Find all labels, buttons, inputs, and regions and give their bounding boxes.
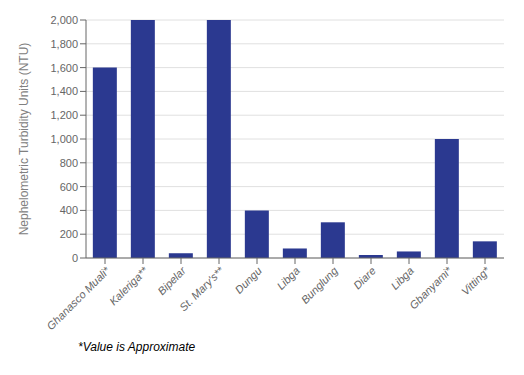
svg-text:2,000: 2,000	[50, 14, 78, 26]
svg-text:Libga: Libga	[388, 264, 416, 292]
svg-text:1,200: 1,200	[50, 109, 78, 121]
svg-text:Bunglung: Bunglung	[299, 264, 341, 306]
svg-text:Diare: Diare	[351, 264, 378, 291]
svg-text:Bipelar: Bipelar	[155, 264, 189, 298]
svg-text:1,000: 1,000	[50, 133, 78, 145]
svg-text:Vitting*: Vitting*	[459, 264, 492, 297]
svg-text:Nephelometric Turbidity Units: Nephelometric Turbidity Units (NTU)	[17, 43, 31, 236]
svg-text:Gbanyami*: Gbanyami*	[407, 264, 454, 311]
svg-text:St. Mary's**: St. Mary's**	[177, 264, 226, 313]
svg-text:Kaleriga**: Kaleriga**	[107, 264, 151, 308]
svg-text:0: 0	[72, 252, 78, 264]
svg-text:400: 400	[60, 204, 78, 216]
html-text:*Value is Approximate: *Value is Approximate	[78, 340, 196, 354]
svg-text:1,600: 1,600	[50, 62, 78, 74]
svg-text:Libga: Libga	[274, 264, 302, 292]
svg-text:Ghanasco Muali*: Ghanasco Muali*	[44, 264, 112, 332]
svg-text:600: 600	[60, 181, 78, 193]
svg-text:Dungu: Dungu	[233, 264, 264, 295]
svg-text:1,400: 1,400	[50, 85, 78, 97]
svg-text:800: 800	[60, 157, 78, 169]
svg-text:200: 200	[60, 228, 78, 240]
svg-text:1,800: 1,800	[50, 38, 78, 50]
